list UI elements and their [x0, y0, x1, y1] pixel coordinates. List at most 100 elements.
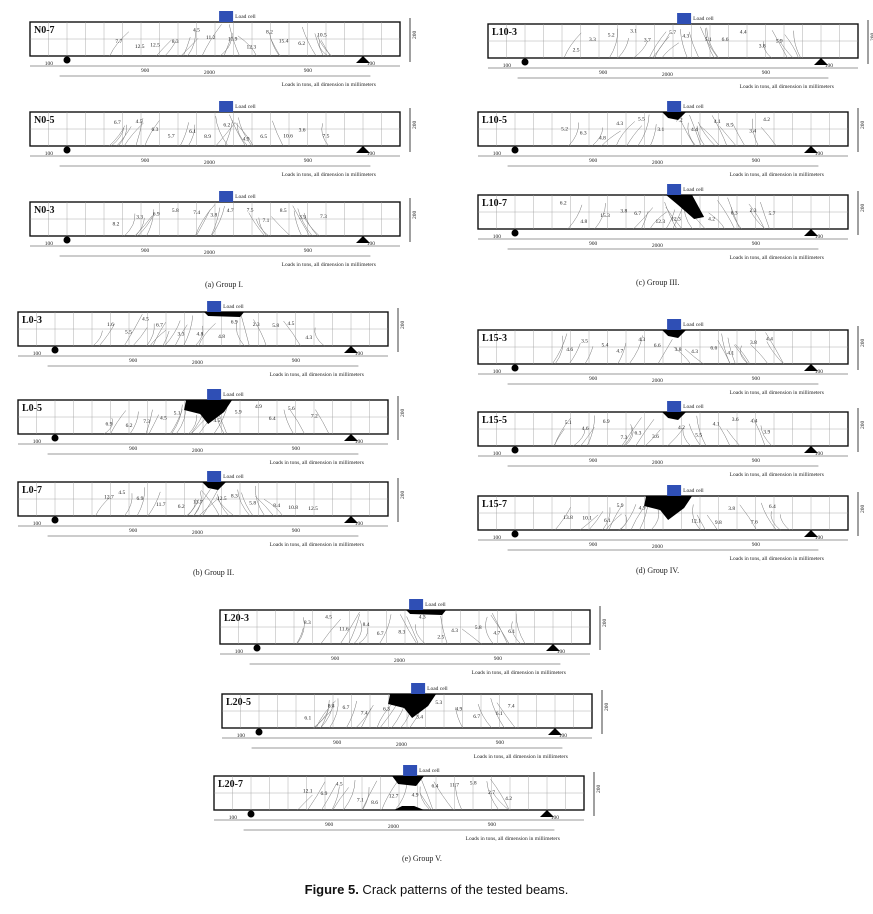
- beam-panel-n0-3: 200 N0-3 Load cell 8.2 3.3 6.9 5.8 7.4 3.8 4.7 7.5…: [29, 190, 430, 275]
- load-cell-block: [667, 485, 682, 496]
- crushing-zone: [644, 496, 693, 520]
- crushing-zone: [666, 195, 705, 219]
- crack-load-label: 7.4: [361, 711, 368, 717]
- crack-load-label: 4.4: [766, 337, 773, 343]
- crack-load-label: 3.5: [581, 339, 588, 345]
- beam-drawing: 200 L10-5 Load cell 5.2 6.3 4.8 4.3 5.5 3.1 7.2 4.…: [477, 101, 866, 178]
- depth-label: 200: [400, 409, 406, 418]
- beam-drawing: 200 L10-7 Load cell 6.2 4.8 15.3 3.8 6.7 12.3 12.…: [477, 184, 866, 261]
- shear-span-right-label: 900: [496, 740, 505, 746]
- units-note: Loads in tons, all dimension in millimet…: [730, 390, 824, 396]
- crack-load-label: 3.3: [589, 37, 596, 43]
- crack-load-label: 5.8: [475, 625, 482, 631]
- crack-load-label: 3.6: [652, 434, 659, 440]
- beam-grid: [478, 112, 848, 146]
- depth-label: 200: [860, 421, 866, 430]
- load-cell-block: [667, 319, 682, 330]
- units-note: Loads in tons, all dimension in millimet…: [282, 262, 376, 268]
- shear-span-right-label: 900: [292, 446, 301, 452]
- crack-lines: [124, 204, 320, 237]
- crack-load-label: 6.3: [635, 431, 642, 437]
- crack-load-label: 12.3: [247, 44, 257, 50]
- load-cell-label: Load cell: [425, 602, 446, 608]
- crack-load-label: 6.9: [137, 496, 144, 502]
- crack-load-label: 10.6: [283, 133, 293, 139]
- pin-support: [247, 810, 255, 818]
- crack-load-label: 7.6: [751, 520, 758, 526]
- total-span-label: 2000: [652, 544, 663, 550]
- total-span-label: 2000: [396, 742, 407, 748]
- beam-name: L0-7: [22, 485, 42, 496]
- crushing-zone: [406, 610, 447, 615]
- crack-load-label: 6.9: [320, 791, 327, 797]
- crack-load-label: 4.1: [714, 119, 721, 125]
- crack-load-label: 4.5: [325, 614, 332, 620]
- crack-load-label: 3.9: [763, 429, 770, 435]
- crack-load-label: 6.2: [560, 201, 567, 207]
- crack-load-label: 5.1: [174, 411, 181, 417]
- depth-label: 200: [412, 211, 418, 220]
- beam-name: L20-3: [224, 613, 249, 624]
- crack-load-label: 4.4: [750, 419, 757, 425]
- total-span-label: 2000: [204, 250, 215, 256]
- crack-lines: [553, 415, 773, 447]
- crack-load-label: 3.8: [210, 213, 217, 219]
- crack-load-label: 4.6: [582, 426, 589, 432]
- shear-span-right-label: 900: [752, 158, 761, 164]
- crack-load-label: 5.9: [617, 503, 624, 509]
- units-note: Loads in tons, all dimension in millimet…: [474, 754, 568, 760]
- crack-load-label: 3.4: [749, 128, 756, 134]
- crack-load-label: 6.7: [114, 120, 121, 126]
- crack-load-label: 4.3: [691, 349, 698, 355]
- crack-load-label: 7.3: [143, 419, 150, 425]
- crack-load-label: 6.7: [473, 714, 480, 720]
- depth-label: 200: [860, 339, 866, 348]
- crack-load-label: 6.9: [231, 320, 238, 326]
- crack-load-label: 3.4: [416, 715, 423, 721]
- crack-load-label: 7.5: [323, 133, 330, 139]
- crack-load-label: 12.3: [656, 219, 666, 225]
- beam-drawing: 200 L0-7 Load cell 12.7 4.5 6.9 11.7 6.2 13.7 12.…: [17, 471, 406, 548]
- roller-support: [548, 728, 562, 735]
- beam-panel-l10-3: 200 L10-3 Load cell 2.5 3.3 5.2 3.1 3.7 5.7 4.3 5.…: [487, 12, 873, 97]
- shear-span-right-label: 900: [292, 358, 301, 364]
- crack-load-label: 4.4: [691, 127, 698, 133]
- crack-load-label: 6.7: [156, 323, 163, 329]
- crack-load-label: 4.9: [255, 404, 262, 410]
- crack-load-label: 4.1: [713, 422, 720, 428]
- crack-load-label: 6.2: [178, 504, 185, 510]
- load-cell-block: [667, 101, 682, 112]
- shear-span-left-label: 900: [141, 68, 150, 74]
- beam-panel-l10-5: 200 L10-5 Load cell 5.2 6.3 4.8 4.3 5.5 3.1 7.2 4.…: [477, 100, 873, 185]
- crack-load-label: 4.2: [678, 425, 685, 431]
- overhang-left-label: 100: [493, 369, 502, 375]
- crack-load-label: 7.4: [508, 703, 515, 709]
- crack-load-label: 6.9: [603, 419, 610, 425]
- crack-load-label: 12.1: [691, 518, 701, 524]
- shear-span-left-label: 900: [141, 158, 150, 164]
- beam-panel-l10-7: 200 L10-7 Load cell 6.2 4.8 15.3 3.8 6.7 12.3 12.…: [477, 183, 873, 268]
- pin-support: [511, 146, 519, 154]
- crack-load-label: 8.3: [231, 493, 238, 499]
- crack-load-label: 4.3: [616, 121, 623, 127]
- beam-drawing: 200 L20-7 Load cell 12.1 6.9 4.5 7.1 8.6 12.7 4.9…: [213, 765, 602, 842]
- shear-span-right-label: 900: [304, 158, 313, 164]
- crack-load-label: 8.9: [204, 134, 211, 140]
- crack-load-label: 3.3: [299, 214, 306, 220]
- crack-load-label: 6.9: [153, 212, 160, 218]
- crack-load-label: 8.3: [398, 630, 405, 636]
- crack-load-label: 6.1: [604, 518, 611, 524]
- crack-load-label: 15.3: [600, 213, 610, 219]
- pin-support: [511, 446, 519, 454]
- overhang-right-label: 100: [355, 351, 364, 357]
- beam-name: L15-7: [482, 499, 507, 510]
- crack-load-label: 6.7: [343, 705, 350, 711]
- crack-load-label: 11.2: [206, 35, 216, 41]
- crack-load-label: 6.4: [269, 416, 276, 422]
- crack-load-label: 7.1: [357, 797, 364, 803]
- shear-span-right-label: 900: [752, 542, 761, 548]
- crack-lines: [552, 332, 784, 365]
- overhang-left-label: 100: [493, 451, 502, 457]
- crack-load-label: 5.2: [608, 32, 615, 38]
- roller-support: [344, 516, 358, 523]
